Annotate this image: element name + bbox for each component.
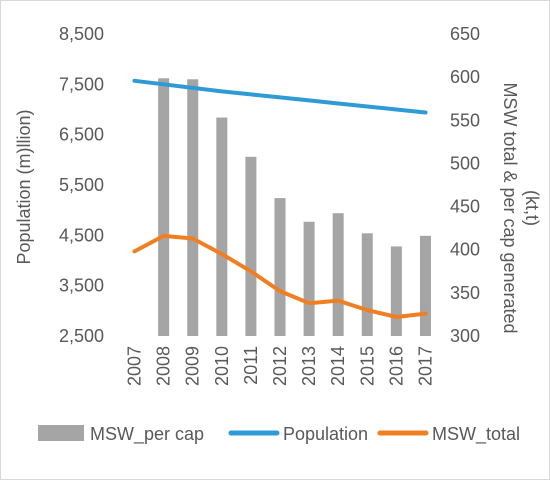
legend-swatch-msw-per-cap [38,425,84,441]
bar-msw-per-cap-2014 [332,213,344,336]
bar-msw-per-cap-2012 [274,198,286,336]
y-right-tick-label: 500 [450,153,480,173]
legend-label-msw-total: MSW_total [432,424,520,445]
y-left-tick-label: 7,500 [59,74,104,94]
y-left-tick-label: 3,500 [59,276,104,296]
bar-msw-per-cap-2017 [419,235,431,336]
bar-msw-per-cap-2008 [158,78,170,336]
right-axis-ticks: 300 350 400 450 500 550 600 650 [450,24,480,346]
x-tick-label: 2009 [183,346,203,386]
line-series [132,78,428,319]
y-right-axis-title-line1: MSW total & per cap generated [500,82,520,333]
y-left-tick-label: 2,500 [59,326,104,346]
x-tick-label: 2007 [125,346,145,386]
y-right-axis-title-line2: (kt,t) [522,190,542,226]
y-right-tick-label: 600 [450,67,480,87]
y-left-tick-label: 6,500 [59,125,104,145]
y-left-tick-label: 8,500 [59,24,104,44]
x-axis-ticks: 2007 2008 2009 2010 2011 2012 2013 2014 2015 2016… [125,346,436,386]
x-tick-label: 2010 [212,346,232,386]
y-left-axis-title: Population (m)llion) [14,109,34,264]
x-tick-label: 2011 [241,346,261,385]
y-right-tick-label: 550 [450,110,480,130]
bar-series [158,78,431,337]
x-tick-label: 2016 [386,346,406,386]
y-right-tick-label: 350 [450,283,480,303]
y-left-tick-label: 5,500 [59,175,104,195]
x-tick-label: 2008 [154,346,174,386]
x-tick-label: 2012 [270,346,290,386]
y-right-tick-label: 650 [450,24,480,44]
x-tick-label: 2017 [415,346,435,386]
y-right-tick-label: 400 [450,240,480,260]
y-left-tick-label: 4,500 [59,225,104,245]
line-population [132,78,428,115]
y-right-tick-label: 300 [450,326,480,346]
x-tick-label: 2013 [299,346,319,386]
bar-msw-per-cap-2016 [390,246,402,336]
line-msw-total [132,233,428,319]
legend-label-population: Population [283,424,368,444]
bar-msw-per-cap-2009 [187,79,199,337]
x-tick-label: 2014 [328,346,348,386]
left-axis-ticks: 2,500 3,500 4,500 5,500 6,500 7,500 8,500 [59,24,104,346]
legend-label-msw-per-cap: MSW_per cap [90,424,204,445]
x-tick-label: 2015 [357,346,377,386]
legend: MSW_per cap Population MSW_total [38,424,520,445]
bar-msw-per-cap-2013 [303,221,315,336]
y-right-tick-label: 450 [450,197,480,217]
bar-msw-per-cap-2010 [216,117,228,336]
bar-msw-per-cap-2015 [361,233,373,336]
bar-msw-per-cap-2011 [245,156,257,336]
